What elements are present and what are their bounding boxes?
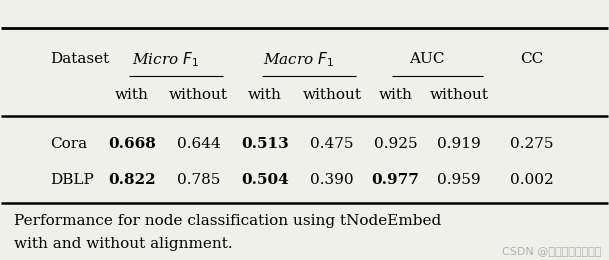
Text: DBLP: DBLP (50, 173, 94, 187)
Text: with: with (114, 88, 149, 102)
Text: 0.513: 0.513 (241, 137, 289, 151)
Text: 0.504: 0.504 (241, 173, 289, 187)
Text: 0.668: 0.668 (108, 137, 156, 151)
Text: without: without (302, 88, 361, 102)
Text: AUC: AUC (409, 52, 445, 66)
Text: CC: CC (520, 52, 543, 66)
Text: with: with (379, 88, 412, 102)
Text: Macro $F_1$: Macro $F_1$ (263, 50, 334, 69)
Text: 0.002: 0.002 (510, 173, 554, 187)
Text: 0.785: 0.785 (177, 173, 220, 187)
Text: 0.822: 0.822 (108, 173, 155, 187)
Text: without: without (169, 88, 228, 102)
Text: Dataset: Dataset (50, 52, 109, 66)
Text: 0.959: 0.959 (437, 173, 481, 187)
Text: 0.390: 0.390 (310, 173, 354, 187)
Text: without: without (429, 88, 488, 102)
Text: 0.977: 0.977 (371, 173, 420, 187)
Text: 0.919: 0.919 (437, 137, 481, 151)
Text: Cora: Cora (50, 137, 87, 151)
Text: with and without alignment.: with and without alignment. (13, 237, 232, 251)
Text: 0.475: 0.475 (310, 137, 354, 151)
Text: 0.644: 0.644 (177, 137, 220, 151)
Text: 0.925: 0.925 (373, 137, 417, 151)
Text: Performance for node classification using tNodeEmbed: Performance for node classification usin… (13, 214, 441, 228)
Text: Micro $F_1$: Micro $F_1$ (132, 50, 199, 69)
Text: with: with (248, 88, 282, 102)
Text: CSDN @头发没了还会再长: CSDN @头发没了还会再长 (502, 246, 602, 256)
Text: 0.275: 0.275 (510, 137, 554, 151)
